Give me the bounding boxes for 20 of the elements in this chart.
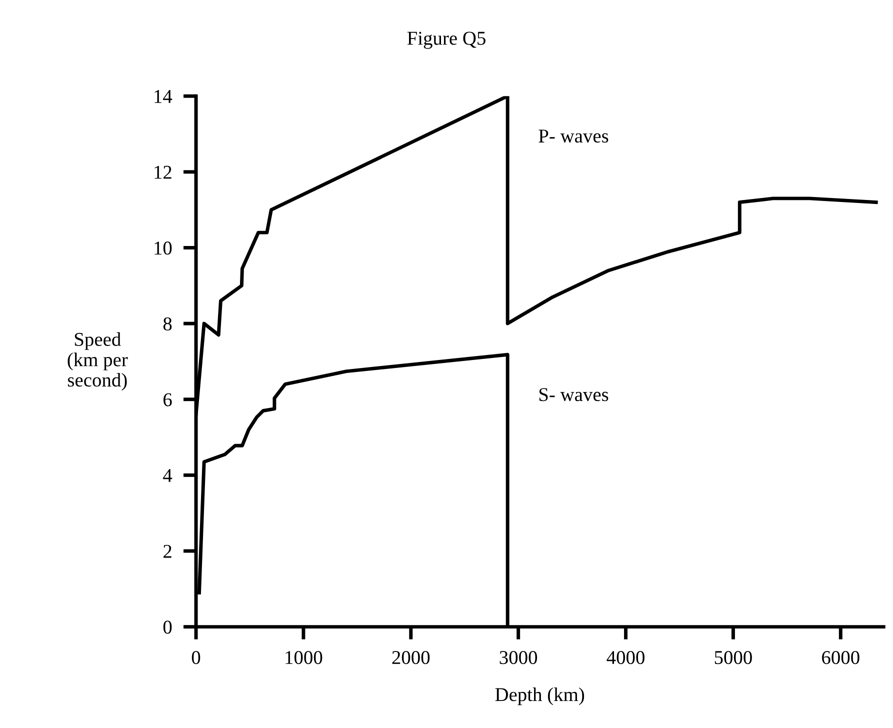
y-tick-label: 14 bbox=[154, 90, 172, 103]
y-tick-label: 10 bbox=[154, 242, 172, 255]
y-tick-label: 4 bbox=[163, 469, 172, 482]
x-tick-label: 0 bbox=[192, 650, 200, 664]
y-tick-label: 2 bbox=[164, 544, 172, 558]
y-tick-label: 12 bbox=[154, 166, 172, 179]
y-tick-label: 0 bbox=[163, 620, 172, 634]
y-tick-label: 6 bbox=[164, 393, 172, 406]
x-tick-label: 2000 bbox=[392, 650, 430, 664]
y-tick-label: 8 bbox=[163, 317, 172, 330]
x-tick-label: 4000 bbox=[606, 650, 644, 664]
chart-title: Figure Q5 bbox=[407, 32, 486, 49]
x-tick-label: 1000 bbox=[286, 650, 322, 664]
series-label: P- waves bbox=[538, 130, 608, 143]
y-axis-title: Speed (km per second) bbox=[68, 332, 128, 391]
x-tick-label: 5000 bbox=[714, 650, 752, 664]
series-label: S- waves bbox=[539, 388, 608, 402]
x-axis-title: Depth (km) bbox=[495, 687, 584, 706]
x-tick-label: 3000 bbox=[500, 650, 538, 664]
x-tick-label: 6000 bbox=[822, 650, 860, 664]
